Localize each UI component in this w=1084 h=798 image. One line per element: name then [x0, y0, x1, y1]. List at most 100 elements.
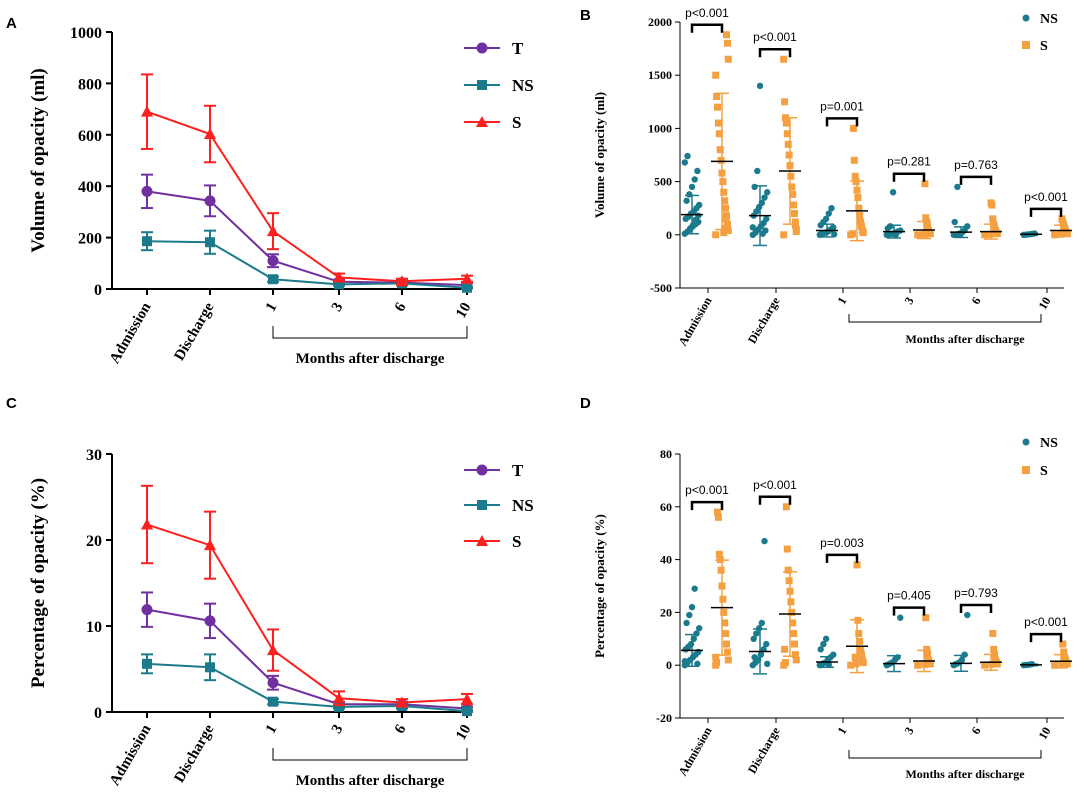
y-tick-label: 600 — [78, 128, 102, 145]
x-axis-subtitle: Months after discharge — [905, 332, 1025, 346]
point-S — [857, 645, 865, 653]
point-S — [785, 577, 793, 585]
point-NS — [750, 635, 757, 642]
point-S — [781, 645, 789, 653]
point-NS — [818, 230, 825, 237]
point-S — [855, 204, 863, 212]
point-S — [857, 218, 865, 226]
significance-bracket — [758, 47, 792, 58]
point-S — [1061, 653, 1069, 661]
point-S — [988, 660, 996, 668]
point-S — [782, 503, 790, 511]
marker-S — [141, 105, 153, 117]
point-S — [981, 231, 989, 239]
point-NS — [964, 611, 971, 619]
x-axis-subtitle: Months after discharge — [296, 351, 445, 367]
x-axis-subtitle: Months after discharge — [296, 773, 445, 789]
panel-a: A 0 200 400 600 800 1000 Admission Discharge 1 3 6… — [6, 15, 534, 367]
marker-NS — [268, 696, 278, 707]
significance-bracket — [825, 553, 859, 563]
y-tick-label: 500 — [654, 175, 672, 189]
legend-label: T — [512, 39, 524, 58]
point-S — [720, 188, 728, 196]
x-tick-label: Admission — [107, 721, 155, 788]
marker-NS — [142, 658, 152, 669]
point-S — [724, 55, 732, 63]
point-NS — [695, 212, 702, 219]
y-tick-label: 1500 — [648, 68, 672, 82]
y-tick-label: 400 — [78, 179, 102, 196]
point-NS — [754, 167, 761, 175]
x-tick-label: 1 — [263, 300, 281, 314]
point-NS — [828, 205, 835, 212]
point-NS — [691, 585, 698, 592]
point-S — [714, 508, 721, 516]
point-S — [782, 659, 789, 667]
y-tick-label: 0 — [94, 705, 102, 722]
p-value-label: p=0.003 — [820, 536, 864, 550]
point-NS — [763, 215, 770, 223]
y-tick-label: 1000 — [70, 25, 102, 42]
point-S — [986, 230, 994, 238]
y-axis-label: Volume of opacity (ml) — [28, 68, 49, 253]
point-NS — [830, 224, 837, 231]
y-axis-label: Percentage of opacity (%) — [28, 478, 49, 688]
marker-T — [141, 604, 153, 616]
point-S — [791, 651, 799, 659]
point-NS — [694, 167, 701, 175]
y-tick-label: -500 — [650, 281, 672, 295]
point-S — [852, 660, 860, 668]
point-S — [989, 630, 997, 638]
point-S — [914, 661, 922, 669]
x-tick-label: 10 — [453, 300, 474, 321]
point-NS — [762, 227, 769, 234]
panel-letter-c: C — [6, 395, 17, 412]
p-value-label: p<0.001 — [1024, 190, 1068, 204]
point-NS — [951, 661, 958, 668]
point-S — [792, 228, 800, 236]
point-NS — [887, 223, 894, 230]
point-S — [925, 656, 932, 664]
point-NS — [825, 210, 832, 217]
point-S — [923, 645, 931, 653]
marker-S — [267, 644, 279, 656]
x-axis-subtitle: Months after discharge — [905, 767, 1025, 781]
point-S — [723, 648, 731, 656]
panel-d: D -20 0 20 40 60 80 Admission Discharge 1 3 6 10 Per… — [580, 395, 1072, 781]
point-S — [722, 215, 730, 223]
point-NS — [751, 654, 758, 661]
y-tick-label: 1000 — [648, 121, 672, 135]
panel-c: C 0 10 20 30 Admission Discharge 1 3 6 10 Percenta… — [6, 395, 534, 789]
months-bracket — [848, 750, 1042, 759]
panel-letter-d: D — [580, 395, 591, 412]
point-NS — [884, 661, 891, 668]
point-S — [856, 637, 864, 645]
panel-a-plot: 0 200 400 600 800 1000 Admission Discharge 1 3 6 10… — [28, 25, 534, 367]
point-S — [724, 227, 732, 235]
marker-S — [267, 225, 279, 237]
point-S — [717, 156, 725, 164]
point-S — [780, 55, 788, 63]
marker-S — [461, 272, 473, 284]
point-S — [716, 146, 724, 154]
point-NS — [751, 183, 758, 191]
legend-label: NS — [512, 496, 534, 515]
panel-letter-b: B — [580, 7, 591, 24]
point-S — [789, 190, 797, 198]
x-tick-label: Discharge — [172, 300, 218, 364]
point-NS — [688, 183, 696, 191]
y-tick-label: -20 — [656, 711, 672, 725]
legend-label-S: S — [1040, 39, 1048, 54]
point-S — [722, 204, 730, 212]
point-NS — [763, 640, 770, 648]
point-S — [721, 619, 729, 627]
point-S — [712, 71, 720, 79]
point-S — [788, 183, 796, 191]
point-S — [784, 140, 792, 148]
y-tick-label: 80 — [660, 447, 672, 461]
marker-NS — [462, 706, 472, 717]
point-NS — [951, 218, 958, 226]
x-tick-label: 6 — [392, 300, 410, 315]
point-S — [1058, 215, 1066, 223]
